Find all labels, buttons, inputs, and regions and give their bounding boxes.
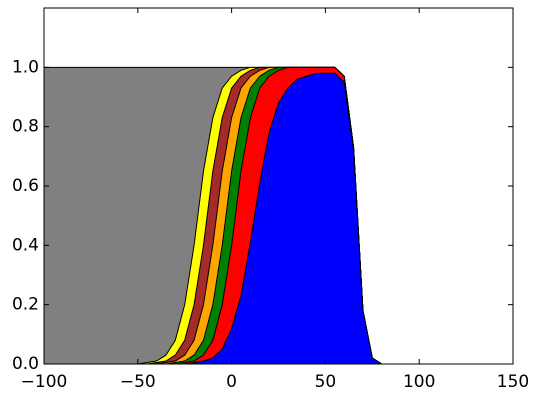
y-tick-label: 0.2 (12, 295, 39, 315)
y-tick-label: 1.0 (12, 57, 39, 77)
x-tick-label: 150 (497, 372, 529, 392)
x-tick-label: −50 (120, 372, 156, 392)
x-tick-label: 0 (226, 372, 237, 392)
y-tick-label: 0.6 (12, 176, 39, 196)
x-tick-label: 100 (403, 372, 435, 392)
x-tick-label: −100 (21, 372, 68, 392)
x-tick-label: 50 (315, 372, 337, 392)
y-tick-label: 0.8 (12, 117, 39, 137)
y-tick-label: 0.4 (12, 235, 39, 255)
y-tick-label: 0.0 (12, 354, 39, 374)
